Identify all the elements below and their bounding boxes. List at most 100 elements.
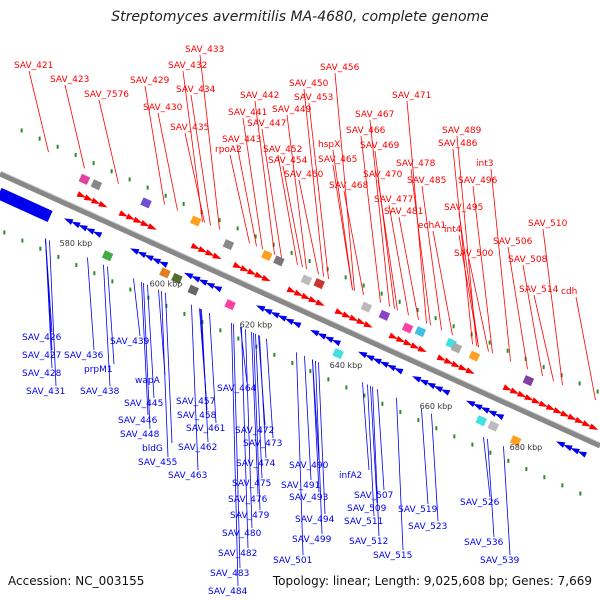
leader-line-top (490, 168, 511, 362)
forward-gene-arrow (458, 364, 468, 371)
gene-label-top: SAV_449 (272, 105, 312, 115)
feature-box (468, 350, 481, 362)
gene-label-top: SAV_466 (346, 126, 386, 136)
leader-line-top (452, 148, 473, 345)
reverse-gene-arrow (263, 308, 273, 316)
tick-label: 600 kbp (150, 280, 183, 289)
leader-line-top (229, 154, 250, 244)
gene-label-bottom: SAV_484 (208, 587, 248, 597)
gene-label-bottom: SAV_439 (110, 337, 150, 347)
gene-label-bottom: SAV_499 (292, 535, 332, 545)
track-dot (434, 316, 437, 321)
reverse-gene-arrow (151, 258, 162, 265)
gene-label-top: SAV_495 (444, 203, 483, 213)
gene-label-bottom: SAV_501 (273, 556, 312, 566)
reverse-gene-arrow (433, 385, 444, 393)
leader-line-bottom (191, 304, 199, 471)
backbone (0, 171, 600, 449)
reverse-gene-arrow (92, 231, 103, 238)
leader-line-top (533, 294, 554, 382)
forward-gene-arrow (450, 360, 461, 368)
feature-box (224, 299, 236, 311)
gene-label-top: SAV_470 (363, 170, 403, 180)
leader-line-top (199, 54, 220, 230)
feature-box (171, 272, 183, 284)
track-dot (111, 279, 114, 284)
forward-gene-arrow (190, 242, 200, 250)
track-dot (596, 389, 599, 394)
reverse-gene-arrow (277, 315, 288, 322)
forward-gene-arrow (545, 403, 556, 411)
gene-label-top: SAV_450 (289, 79, 329, 89)
forward-gene-arrow (509, 387, 520, 394)
feature-box (475, 415, 488, 427)
reverse-gene-arrow (144, 254, 154, 262)
gene-label-bottom: SAV_474 (236, 459, 276, 469)
gene-label-bottom: SAV_515 (373, 551, 412, 561)
track-dot (291, 360, 294, 365)
track-dot (219, 328, 222, 333)
forward-gene-arrow (261, 274, 271, 282)
track-dot (453, 434, 456, 439)
forward-gene-arrow (502, 384, 512, 391)
forward-gene-arrow (341, 311, 352, 318)
leader-line-bottom (147, 284, 155, 399)
track-dot (543, 475, 546, 480)
forward-gene-arrow (552, 407, 563, 414)
track-dot (38, 136, 41, 141)
leader-line-top (468, 258, 489, 352)
reverse-gene-arrow (130, 248, 140, 255)
forward-gene-arrow (516, 390, 527, 398)
leader-line-top (332, 149, 353, 290)
forward-gene-arrow (204, 249, 215, 256)
reverse-gene-arrow (394, 367, 404, 375)
tick-label: 660 kbp (420, 402, 453, 411)
forward-gene-arrow (300, 292, 311, 300)
gene-label-top: SAV_423 (50, 75, 89, 85)
leader-line-bottom (296, 352, 304, 556)
page-title: Streptomyces avermitilis MA-4680, comple… (111, 9, 489, 25)
gene-label-bottom: prpM1 (84, 365, 113, 375)
track-dot (417, 418, 420, 423)
gene-label-top: cdh (561, 287, 577, 297)
leader-line-top (277, 154, 298, 266)
track-dot (164, 193, 167, 198)
gene-label-bottom: SAV_493 (289, 493, 328, 503)
leader-line-top (144, 85, 165, 205)
leader-line-bottom (304, 355, 312, 481)
leader-line-bottom (233, 323, 241, 569)
leader-line-bottom (49, 240, 57, 387)
track-dot (21, 238, 24, 243)
leader-line-top (28, 70, 49, 153)
gene-label-top: SAV_432 (168, 61, 207, 71)
gene-label-top: SAV_481 (384, 207, 423, 217)
leader-line-top (308, 102, 329, 280)
track-dot (327, 377, 330, 382)
track-dot (452, 324, 455, 329)
gene-label-bottom: SAV_539 (480, 556, 520, 566)
feature-box (78, 173, 91, 185)
gene-label-top: SAV_421 (14, 61, 53, 71)
feature-box (187, 284, 200, 296)
feature-box (414, 326, 427, 338)
gene-label-top: SAV_478 (396, 159, 436, 169)
forward-gene-arrow (356, 317, 366, 325)
leader-line-bottom (367, 384, 375, 517)
reverse-gene-block (0, 187, 53, 222)
leader-line-top (374, 150, 395, 309)
gene-label-bottom: SAV_448 (120, 430, 160, 440)
reverse-gene-arrow (85, 228, 96, 235)
forward-gene-arrow (436, 354, 446, 361)
gene-label-top: int4 (444, 225, 462, 235)
leader-line-bottom (253, 332, 261, 511)
leader-line-top (360, 135, 381, 303)
leader-line-top (64, 84, 85, 169)
reverse-gene-arrow (412, 376, 422, 383)
feature-box (360, 301, 373, 313)
leader-line-bottom (133, 278, 141, 337)
gene-label-bottom: SAV_476 (228, 495, 268, 505)
leader-line-top (458, 234, 479, 348)
reverse-gene-arrow (372, 358, 382, 365)
track-dot (435, 426, 438, 431)
track-dot (525, 467, 528, 472)
